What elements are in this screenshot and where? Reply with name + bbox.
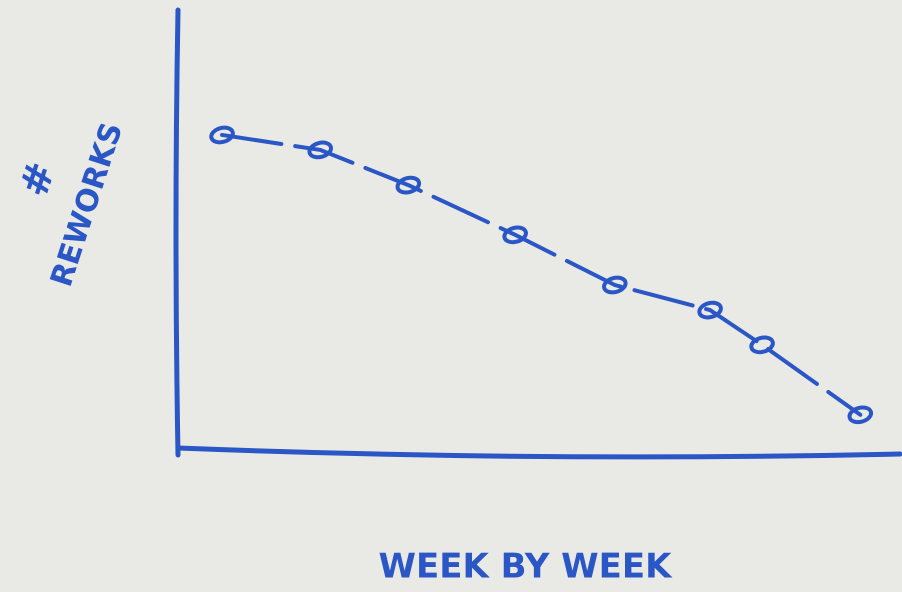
point — [307, 140, 334, 160]
point — [602, 275, 628, 295]
y-label: REWORKS — [44, 118, 130, 291]
x-axis — [175, 445, 902, 460]
y-axis — [173, 7, 181, 458]
point — [502, 225, 528, 245]
point — [697, 300, 723, 320]
point — [395, 175, 422, 195]
y-label-symbol: # — [11, 156, 65, 202]
point — [209, 125, 235, 145]
point — [847, 405, 874, 425]
line — [220, 132, 863, 417]
x-label: WEEK BY WEEK — [379, 547, 674, 587]
point — [749, 335, 775, 355]
